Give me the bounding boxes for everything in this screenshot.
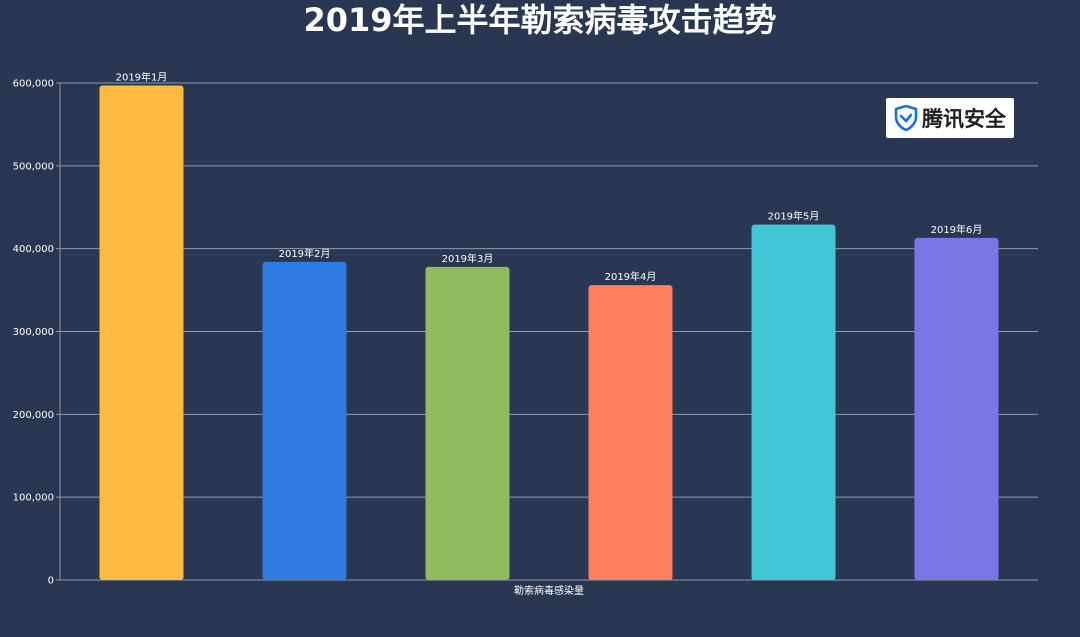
bar [588,285,673,580]
y-tick-label: 0 [48,576,54,587]
bar-label: 2019年2月 [279,247,331,260]
bar-labels: 2019年1月 2019年2月 2019年3月 2019年4月 2019年5月 2019年… [116,70,983,283]
y-tick-label: 400,000 [13,244,54,255]
bar-label: 2019年3月 [442,252,494,265]
bar-label: 2019年1月 [116,70,168,83]
shield-check-icon [894,105,918,131]
bars [99,85,999,581]
bar-label: 2019年6月 [931,223,983,236]
bar [751,224,836,580]
y-tick-label: 200,000 [13,410,54,421]
bar-label: 2019年5月 [768,210,820,223]
bar [425,266,510,580]
y-tick-label: 100,000 [13,493,54,504]
tencent-security-logo: 腾讯安全 [886,98,1014,138]
bar [99,85,184,581]
gridlines [60,82,1038,581]
y-tick-label: 300,000 [13,327,54,338]
y-tick-label: 600,000 [13,79,54,90]
bar-label: 2019年4月 [605,270,657,283]
chart-title: 2019年上半年勒索病毒攻击趋势 [303,1,777,39]
bar [914,237,999,581]
bar [262,261,347,580]
logo-text: 腾讯安全 [922,107,1006,131]
y-axis: 0 100,000 200,000 300,000 400,000 500,000 600,… [13,79,61,587]
x-axis-label: 勒索病毒感染量 [514,584,584,597]
y-tick-label: 500,000 [13,161,54,172]
